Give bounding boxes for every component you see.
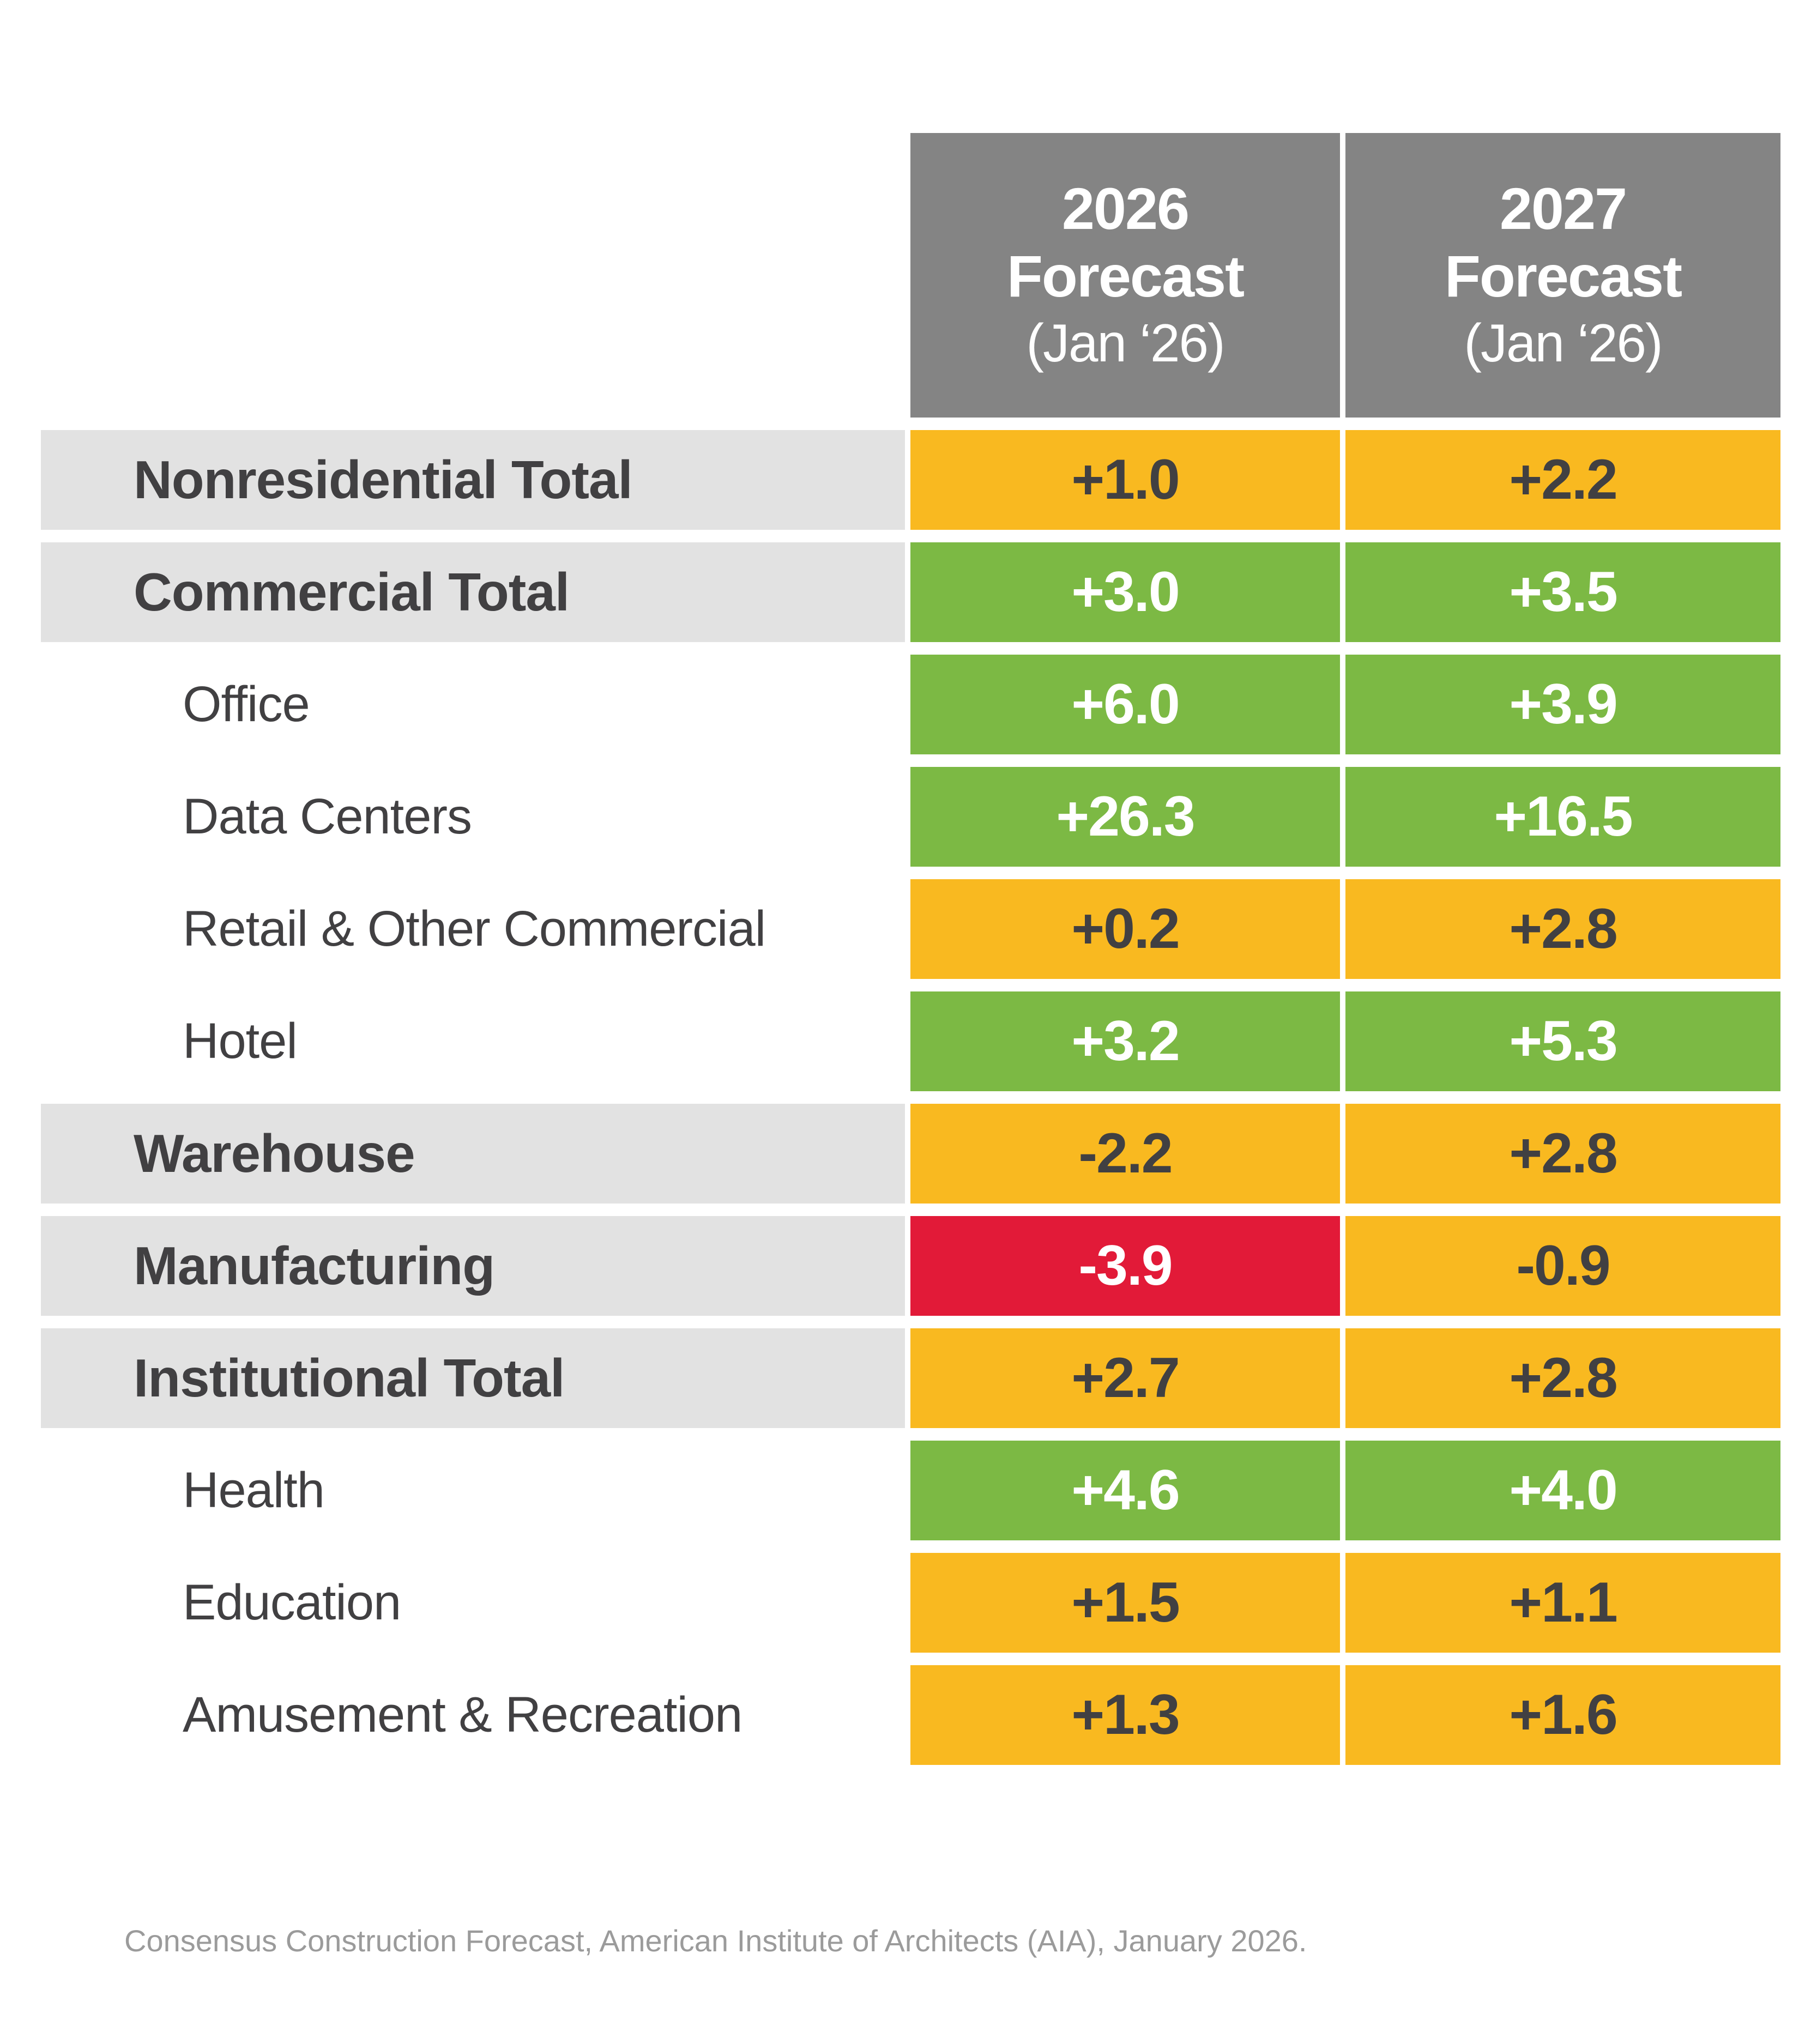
forecast-2026-cell: +6.0 (910, 655, 1340, 754)
forecast-2027-cell: +2.8 (1345, 1328, 1780, 1428)
forecast-2027-cell: +3.5 (1345, 542, 1780, 642)
forecast-2027-cell: +1.6 (1345, 1665, 1780, 1765)
source-note: Consensus Construction Forecast, America… (124, 1924, 1307, 1958)
forecast-2026-cell: +4.6 (910, 1441, 1340, 1540)
forecast-2026-cell: +1.0 (910, 430, 1340, 530)
forecast-2026-cell: +0.2 (910, 879, 1340, 979)
row-label-manufacturing: Manufacturing (41, 1216, 905, 1316)
forecast-2027-cell: +3.9 (1345, 655, 1780, 754)
header-subtext-2026: (Jan ‘26) (1026, 313, 1225, 373)
forecast-2026-cell: -3.9 (910, 1216, 1340, 1316)
corner-spacer (41, 133, 905, 418)
row-label-nonresidential-total: Nonresidential Total (41, 430, 905, 530)
forecast-2027-cell: +16.5 (1345, 767, 1780, 867)
row-label-commercial-total: Commercial Total (41, 542, 905, 642)
header-year-2027: 2027 (1499, 176, 1627, 241)
forecast-2026-cell: +3.0 (910, 542, 1340, 642)
row-label-retail-other-commercial: Retail & Other Commercial (41, 879, 905, 979)
row-label-warehouse: Warehouse (41, 1104, 905, 1204)
row-label-office: Office (41, 655, 905, 754)
row-label-amusement-recreation: Amusement & Recreation (41, 1665, 905, 1765)
forecast-2026-cell: +1.3 (910, 1665, 1340, 1765)
forecast-2027-cell: -0.9 (1345, 1216, 1780, 1316)
row-label-hotel: Hotel (41, 991, 905, 1091)
forecast-2027-cell: +1.1 (1345, 1553, 1780, 1653)
forecast-2026-cell: -2.2 (910, 1104, 1340, 1204)
header-forecast-label-2027: Forecast (1444, 243, 1682, 309)
row-label-education: Education (41, 1553, 905, 1653)
forecast-2027-cell: +2.8 (1345, 1104, 1780, 1204)
row-label-health: Health (41, 1441, 905, 1540)
forecast-2026-cell: +26.3 (910, 767, 1340, 867)
forecast-2027-cell: +4.0 (1345, 1441, 1780, 1540)
forecast-2026-cell: +1.5 (910, 1553, 1340, 1653)
forecast-2026-cell: +2.7 (910, 1328, 1340, 1428)
row-label-data-centers: Data Centers (41, 767, 905, 867)
header-year-2026: 2026 (1061, 176, 1190, 241)
column-header-2026: 2026 Forecast (Jan ‘26) (910, 133, 1340, 418)
header-forecast-label-2026: Forecast (1006, 243, 1245, 309)
forecast-2027-cell: +5.3 (1345, 991, 1780, 1091)
header-subtext-2027: (Jan ‘26) (1464, 313, 1663, 373)
row-label-institutional-total: Institutional Total (41, 1328, 905, 1428)
forecast-table: 2026 Forecast (Jan ‘26) 2027 Forecast (J… (41, 133, 1780, 1765)
forecast-2026-cell: +3.2 (910, 991, 1340, 1091)
forecast-2027-cell: +2.2 (1345, 430, 1780, 530)
forecast-2027-cell: +2.8 (1345, 879, 1780, 979)
column-header-2027: 2027 Forecast (Jan ‘26) (1345, 133, 1780, 418)
